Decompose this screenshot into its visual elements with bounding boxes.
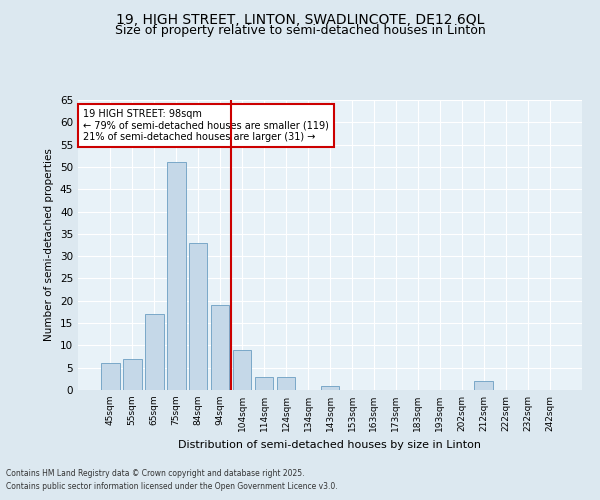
Bar bbox=[277, 376, 295, 390]
Bar bbox=[145, 314, 164, 390]
Bar bbox=[189, 243, 208, 390]
Bar bbox=[167, 162, 185, 390]
X-axis label: Distribution of semi-detached houses by size in Linton: Distribution of semi-detached houses by … bbox=[179, 440, 482, 450]
Text: 19 HIGH STREET: 98sqm
← 79% of semi-detached houses are smaller (119)
21% of sem: 19 HIGH STREET: 98sqm ← 79% of semi-deta… bbox=[83, 108, 329, 142]
Bar bbox=[101, 363, 119, 390]
Y-axis label: Number of semi-detached properties: Number of semi-detached properties bbox=[44, 148, 55, 342]
Bar bbox=[211, 305, 229, 390]
Bar bbox=[320, 386, 340, 390]
Bar bbox=[233, 350, 251, 390]
Text: Size of property relative to semi-detached houses in Linton: Size of property relative to semi-detach… bbox=[115, 24, 485, 37]
Text: 19, HIGH STREET, LINTON, SWADLINCOTE, DE12 6QL: 19, HIGH STREET, LINTON, SWADLINCOTE, DE… bbox=[116, 12, 484, 26]
Bar bbox=[255, 376, 274, 390]
Bar bbox=[475, 381, 493, 390]
Text: Contains HM Land Registry data © Crown copyright and database right 2025.: Contains HM Land Registry data © Crown c… bbox=[6, 468, 305, 477]
Bar bbox=[123, 359, 142, 390]
Text: Contains public sector information licensed under the Open Government Licence v3: Contains public sector information licen… bbox=[6, 482, 338, 491]
